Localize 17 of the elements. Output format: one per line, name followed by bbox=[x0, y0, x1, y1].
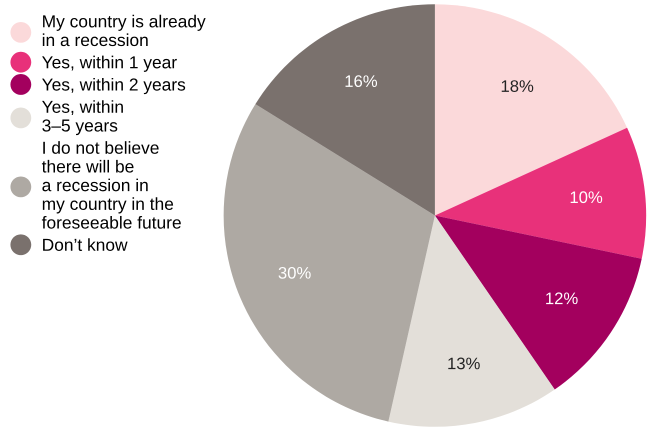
legend-label: Don’t know bbox=[43, 238, 128, 251]
pie-slice bbox=[224, 104, 435, 422]
pie-slice bbox=[255, 4, 435, 216]
data-label: 12% bbox=[546, 292, 578, 304]
legend-label: Yes, within 2 years bbox=[42, 78, 186, 94]
pie-slice bbox=[434, 216, 642, 390]
data-label: 13% bbox=[448, 358, 480, 370]
pie-slice bbox=[434, 128, 646, 259]
data-label: 10% bbox=[570, 191, 602, 204]
data-label: 18% bbox=[502, 80, 534, 92]
data-label: 16% bbox=[346, 75, 378, 88]
legend-label: I do not believe there will be a recession in my country in the foreseeable future bbox=[42, 141, 181, 229]
data-label: 30% bbox=[278, 266, 311, 279]
legend-label: Yes, within 1 year bbox=[42, 56, 177, 72]
legend-label: My country is already in a recession bbox=[42, 14, 206, 46]
pie-slice bbox=[434, 4, 628, 216]
legend-label: Yes, within 3–5 years bbox=[42, 100, 123, 136]
